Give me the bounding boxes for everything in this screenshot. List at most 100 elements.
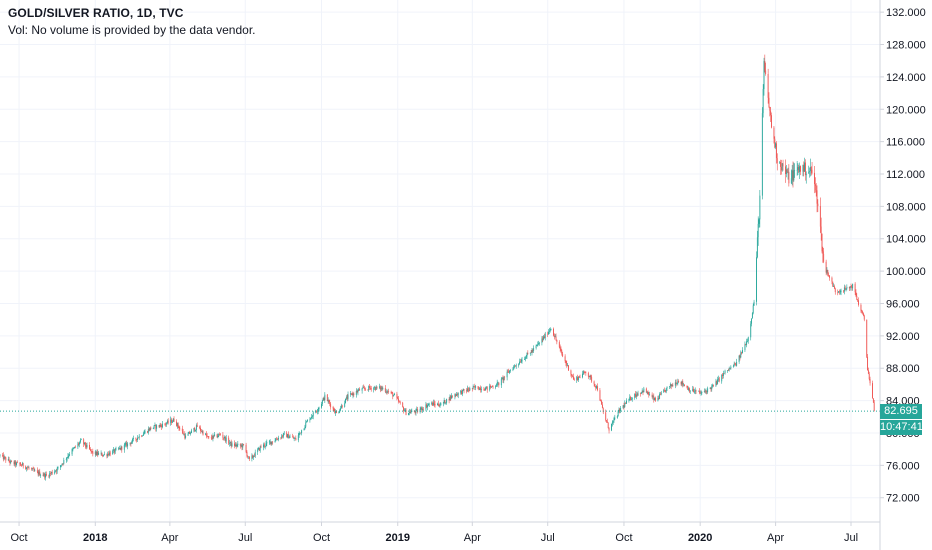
candle: [582, 370, 584, 375]
candle: [398, 400, 400, 403]
candle: [631, 397, 633, 402]
candle: [787, 167, 789, 180]
candle: [492, 385, 494, 389]
candle: [798, 164, 800, 173]
candle: [751, 318, 753, 327]
candle: [775, 142, 777, 150]
candle: [62, 463, 64, 467]
candle: [800, 165, 801, 176]
candle: [635, 391, 637, 400]
candle: [659, 392, 661, 400]
candle: [637, 390, 639, 396]
candle: [84, 441, 86, 449]
candle: [374, 385, 375, 391]
candle: [275, 437, 277, 442]
candle: [403, 408, 405, 412]
candle: [28, 466, 30, 470]
candle: [781, 163, 783, 172]
candle: [311, 414, 313, 420]
candle: [445, 402, 447, 405]
candle: [387, 389, 389, 394]
candle: [746, 338, 748, 343]
candle: [431, 401, 433, 406]
candle: [188, 431, 190, 434]
candle: [304, 424, 306, 430]
candle: [237, 440, 239, 448]
candle: [271, 441, 273, 446]
time-tick-label: 2020: [688, 532, 712, 544]
candle: [60, 464, 61, 471]
candle: [161, 421, 163, 429]
candle: [681, 380, 683, 387]
candle: [49, 470, 51, 479]
candle: [260, 444, 262, 449]
candle: [98, 450, 100, 456]
candle: [235, 442, 237, 450]
candle: [63, 457, 65, 465]
candle: [601, 399, 603, 405]
candle: [2, 452, 4, 462]
candle: [607, 422, 609, 429]
candle: [154, 422, 156, 427]
candle: [799, 162, 801, 179]
candle: [707, 386, 709, 394]
candle: [706, 390, 708, 395]
candle: [369, 385, 371, 390]
candle: [823, 248, 825, 264]
candle: [741, 347, 743, 354]
candle: [549, 327, 551, 333]
candle: [200, 425, 201, 434]
candle: [264, 445, 266, 450]
candle: [159, 423, 161, 429]
time-axis[interactable]: Oct 2018 Apr Jul Oct 2019 Apr Jul Oct 2020 Apr Jul: [10, 522, 858, 544]
candle: [276, 436, 278, 440]
candle: [34, 468, 36, 472]
candle: [541, 336, 543, 346]
candle: [363, 384, 365, 389]
candle: [491, 385, 493, 388]
candle: [350, 393, 352, 396]
candle: [501, 376, 503, 380]
candle: [165, 422, 167, 427]
candle: [764, 54, 766, 73]
candle: [567, 362, 569, 367]
candle: [730, 365, 732, 371]
candle: [148, 427, 150, 432]
candle: [450, 395, 452, 402]
candle: [839, 289, 841, 295]
candle: [269, 439, 271, 445]
candles-layer: [0, 54, 875, 481]
candle: [54, 469, 56, 475]
candle: [187, 431, 189, 436]
candle: [538, 341, 540, 346]
candle: [61, 463, 63, 466]
last-price-badge: 82.695: [880, 404, 922, 420]
candle: [740, 350, 742, 359]
candle: [72, 447, 74, 452]
candle: [857, 299, 859, 302]
candle: [182, 428, 184, 435]
candle: [521, 356, 523, 364]
candle: [150, 426, 152, 431]
candle: [385, 388, 387, 394]
candle: [397, 396, 399, 400]
candle: [225, 434, 227, 444]
candle: [224, 435, 226, 441]
candle: [793, 162, 795, 182]
candle: [692, 385, 694, 392]
candle: [71, 448, 73, 456]
candle: [176, 419, 177, 427]
candle: [316, 410, 317, 414]
candle: [210, 434, 212, 441]
candle: [328, 399, 330, 405]
candle: [324, 392, 326, 403]
candle: [301, 429, 303, 436]
price-tick-label: 72.000: [886, 493, 920, 505]
candle: [582, 370, 583, 379]
candle: [727, 370, 728, 373]
candle: [434, 401, 436, 408]
candle: [95, 451, 97, 456]
candle: [533, 345, 535, 353]
candle: [245, 442, 247, 454]
symbol-title[interactable]: GOLD/SILVER RATIO, 1D, TVC: [8, 6, 184, 20]
